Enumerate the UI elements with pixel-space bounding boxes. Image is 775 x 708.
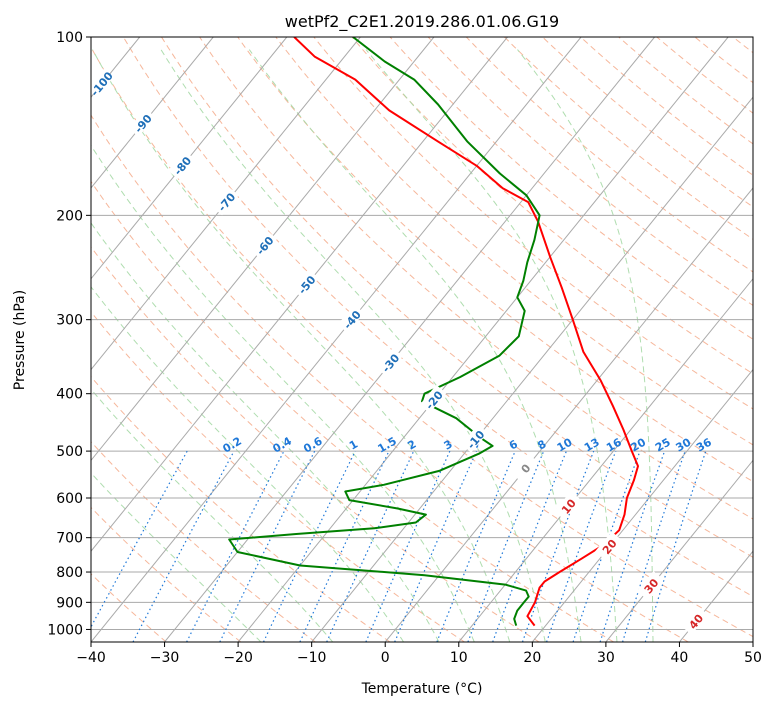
isotherm-line xyxy=(91,37,508,552)
dry-adiabat-line xyxy=(542,37,753,208)
y-tick-label: 400 xyxy=(56,387,83,403)
dewpoint-profile-line xyxy=(228,37,541,626)
y-tick-label: 1000 xyxy=(47,622,83,638)
isotherm-label-bg xyxy=(87,68,114,98)
isotherm-label-bg xyxy=(337,304,365,333)
chart-gridlines xyxy=(91,37,753,642)
y-tick-label: 700 xyxy=(56,531,83,547)
isotherm-label-bg xyxy=(461,424,488,453)
plot-frame xyxy=(90,36,754,643)
isotherm-label-bg xyxy=(511,453,538,482)
isotherm-label-bg xyxy=(681,606,709,635)
moist-adiabat-line xyxy=(248,49,582,642)
y-tick-label: 600 xyxy=(56,491,83,507)
x-tick-label: 0 xyxy=(381,650,390,666)
isotherm-line xyxy=(91,37,435,462)
moist-adiabat-line xyxy=(91,286,405,642)
dry-adiabat-line xyxy=(389,37,753,340)
dry-adiabat-line xyxy=(313,37,753,410)
isotherm-label-bg xyxy=(128,108,156,137)
dry-adiabat-line xyxy=(580,37,753,176)
temperature-profile-line xyxy=(293,37,639,627)
isotherm-label-bg xyxy=(595,531,622,560)
isotherm-label-bg xyxy=(554,491,581,520)
y-tick-label: 300 xyxy=(56,313,83,329)
x-tick-label: 20 xyxy=(523,650,541,666)
mixing-ratio-line xyxy=(622,450,686,642)
x-tick-label: 40 xyxy=(671,650,689,666)
y-axis-title: Pressure (hPa) xyxy=(12,290,28,390)
x-tick-label: 50 xyxy=(744,650,762,666)
mixing-ratio-line xyxy=(262,450,356,642)
isotherm-line xyxy=(164,37,655,642)
dry-adiabat-line xyxy=(199,37,753,520)
mixing-ratio-line xyxy=(132,450,235,642)
moist-adiabat-line xyxy=(365,49,618,642)
x-tick-label: 30 xyxy=(597,650,615,666)
x-axis: −40 −30 −20 −10 0 10 20 30 40 50 xyxy=(76,642,762,666)
isotherm-label-bg xyxy=(212,186,239,216)
dry-adiabat-line xyxy=(275,37,753,446)
dry-adiabat-line xyxy=(91,311,465,642)
dry-adiabat-line xyxy=(122,37,753,598)
y-tick-label: 800 xyxy=(56,565,83,581)
isotherm-line xyxy=(237,37,729,642)
isotherm-line xyxy=(605,459,753,642)
mixing-ratio-line xyxy=(326,450,415,642)
isotherm-label-bg xyxy=(376,347,403,377)
isotherm-line xyxy=(311,96,753,642)
y-tick-label: 500 xyxy=(56,444,83,460)
dry-adiabat-line xyxy=(618,37,753,145)
mixing-ratio-line xyxy=(492,450,567,642)
x-tick-label: −10 xyxy=(297,650,327,666)
moist-adiabat-line xyxy=(92,49,511,642)
isotherm-line xyxy=(458,277,753,642)
x-axis-title: Temperature (°C) xyxy=(361,681,483,697)
mixing-ratio-line xyxy=(644,450,707,642)
dry-adiabat-line xyxy=(91,46,753,638)
dry-adiabat-line xyxy=(91,375,391,642)
dry-adiabat-line xyxy=(91,246,540,642)
isotherm-label-bg xyxy=(636,570,664,600)
dry-adiabat-line xyxy=(91,506,242,642)
mixing-ratio-line xyxy=(467,450,545,642)
isotherm-line xyxy=(91,37,214,189)
isotherm-line xyxy=(91,37,582,642)
isotherm-label-bg xyxy=(168,150,195,179)
dry-adiabat-line xyxy=(91,180,614,642)
dry-adiabat-line xyxy=(161,37,753,558)
isotherm-label-bg xyxy=(250,230,278,259)
x-tick-label: 10 xyxy=(450,650,468,666)
mixing-ratio-line xyxy=(299,450,390,642)
dry-adiabat-line xyxy=(91,114,689,642)
isotherm-line xyxy=(91,37,361,371)
y-axis: 100 200 300 400 500 600 700 800 900 1000 xyxy=(47,30,91,638)
moist-adiabat-line xyxy=(91,222,440,642)
x-tick-label: −30 xyxy=(150,650,180,666)
x-tick-label: −40 xyxy=(76,650,106,666)
y-tick-label: 200 xyxy=(56,208,83,224)
isotherm-label-bg xyxy=(292,269,319,298)
mixing-ratio-line xyxy=(599,450,666,642)
isotherm-line xyxy=(384,187,753,642)
dry-adiabat-line xyxy=(504,37,753,240)
x-tick-label: −20 xyxy=(223,650,253,666)
moist-adiabat-line xyxy=(91,388,334,642)
dry-adiabat-line xyxy=(351,37,753,375)
isotherm-line xyxy=(91,37,288,280)
isotherm-label-bg xyxy=(419,384,447,414)
y-tick-label: 100 xyxy=(56,30,83,46)
chart-series xyxy=(228,37,639,627)
moist-adiabat-line xyxy=(517,49,654,642)
mixing-ratio-line xyxy=(572,450,641,642)
y-tick-label: 900 xyxy=(56,595,83,611)
moist-adiabat-line xyxy=(91,144,475,642)
chart-title: wetPf2_C2E1.2019.286.01.06.G19 xyxy=(285,12,559,32)
